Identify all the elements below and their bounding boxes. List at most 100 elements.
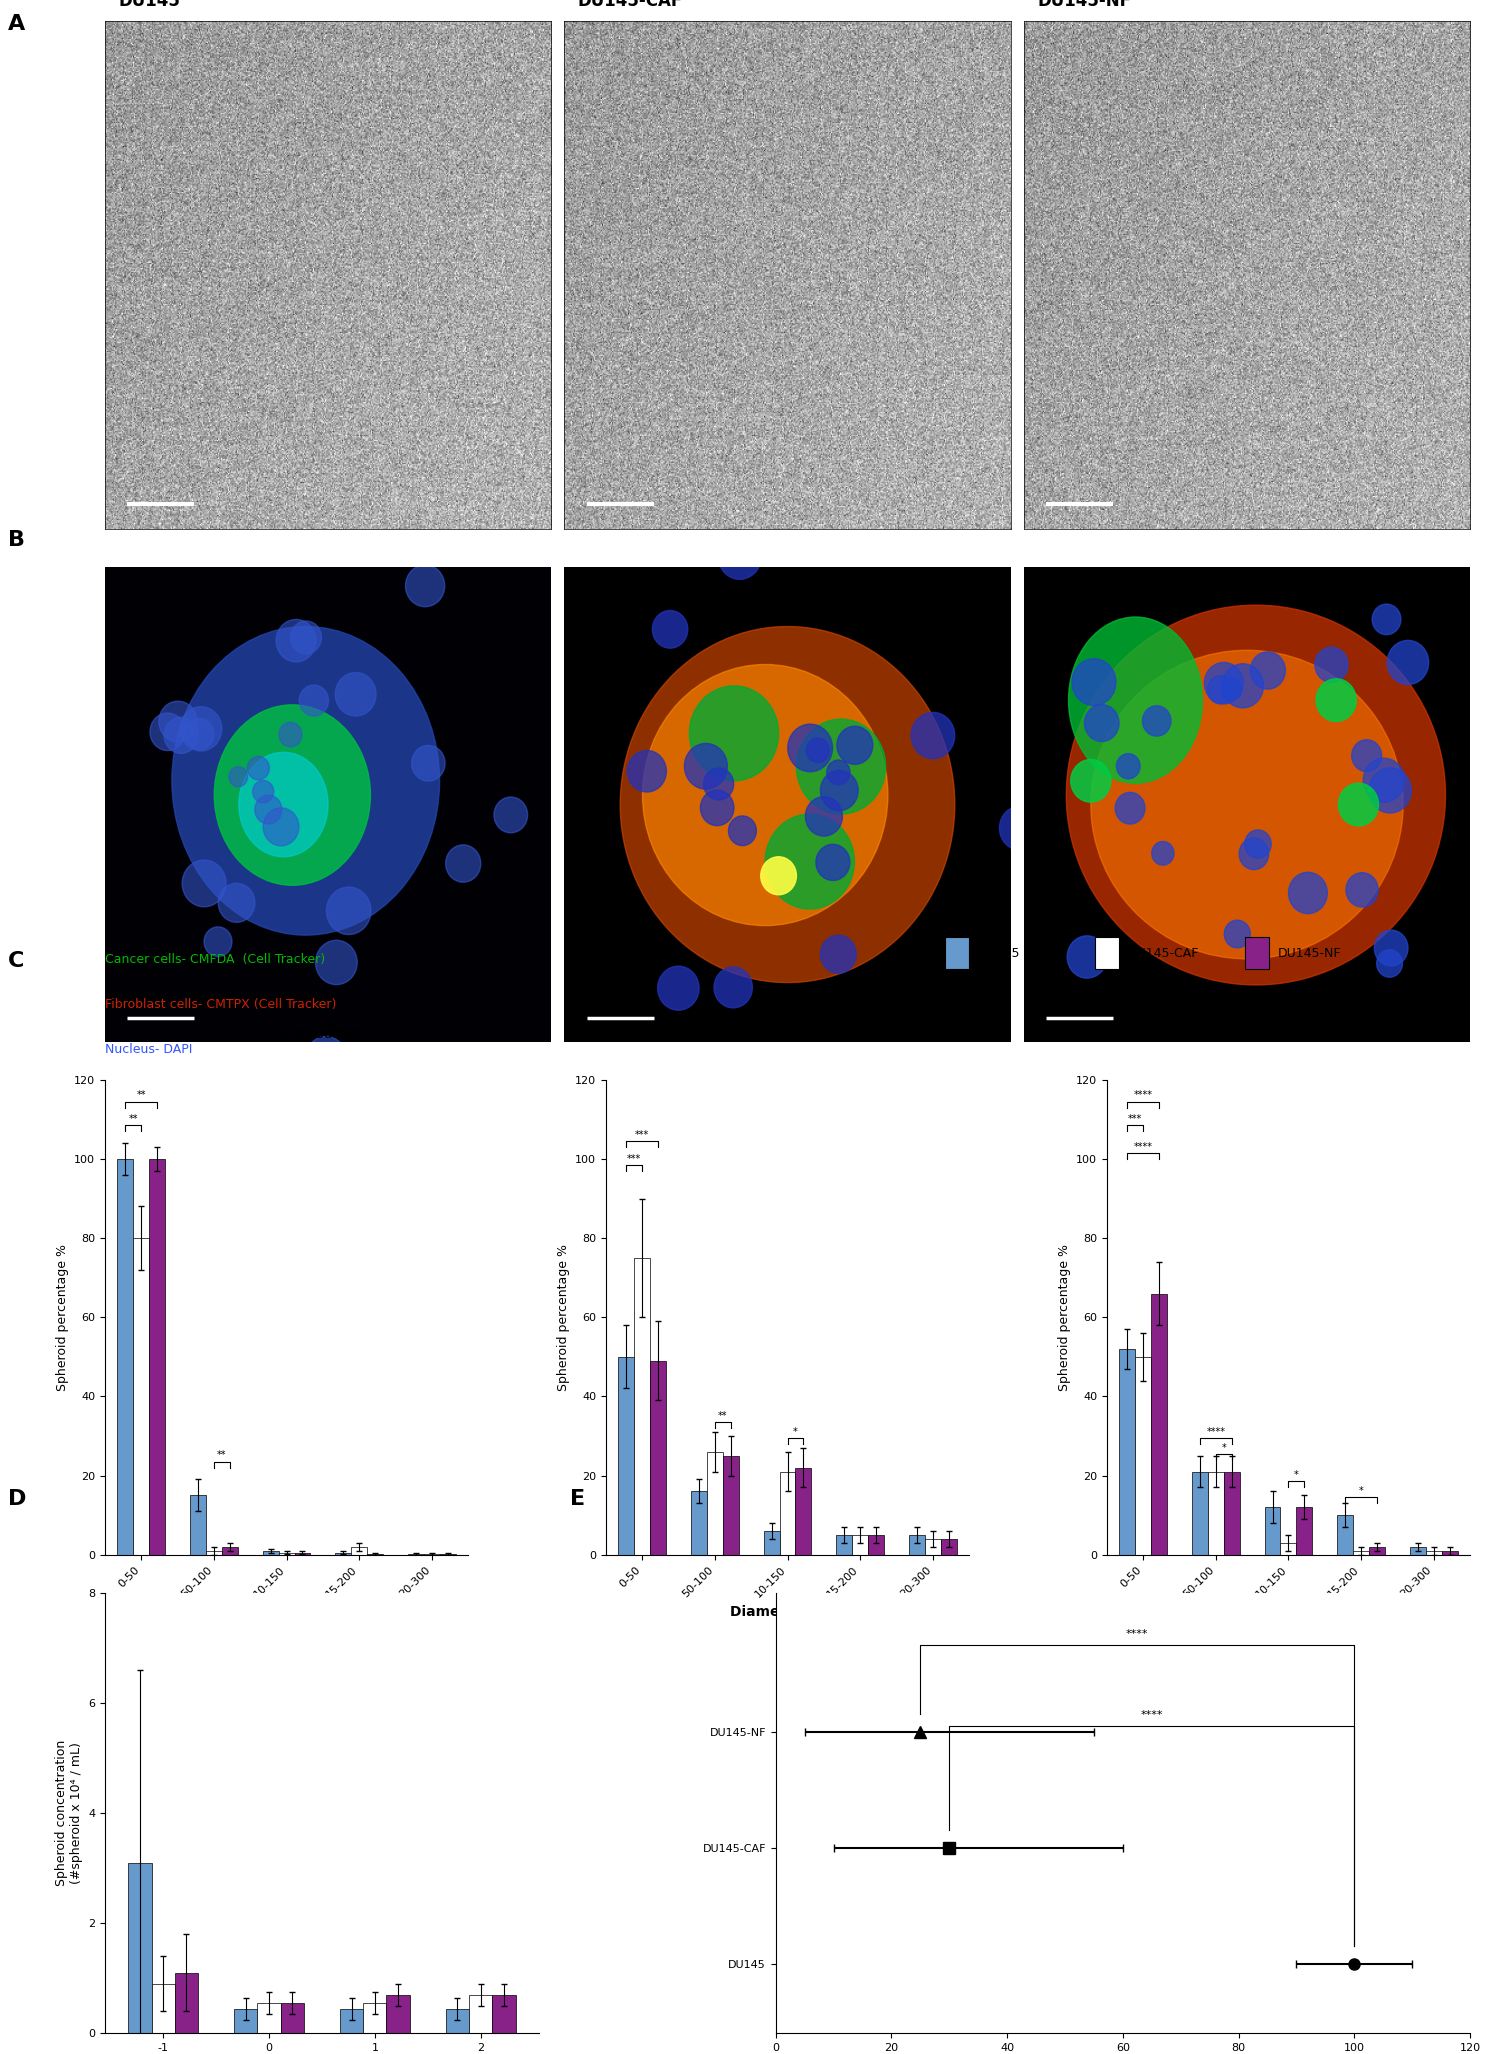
Text: **: ** (217, 1450, 226, 1460)
Bar (117, 1158, 134, 1555)
Bar (1296, 1508, 1312, 1555)
Circle shape (252, 781, 273, 803)
Text: B: B (8, 530, 24, 550)
Bar (222, 1547, 238, 1555)
Circle shape (1374, 930, 1408, 965)
Bar (836, 1534, 852, 1555)
Bar (1370, 1547, 1384, 1555)
Bar (1425, 1551, 1442, 1555)
Circle shape (827, 760, 850, 785)
Circle shape (714, 967, 753, 1009)
Circle shape (806, 797, 843, 836)
Text: ****: **** (1126, 1629, 1149, 1639)
X-axis label: Diameter (μm): Diameter (μm) (730, 1604, 844, 1619)
Circle shape (788, 725, 832, 772)
Circle shape (315, 941, 357, 984)
Bar (1119, 1349, 1136, 1555)
Bar (492, 1994, 516, 2033)
Circle shape (1251, 651, 1286, 688)
Circle shape (276, 620, 316, 661)
X-axis label: Diameter (μm): Diameter (μm) (1232, 1604, 1346, 1619)
Circle shape (910, 713, 954, 758)
Text: ****: **** (1134, 1091, 1154, 1101)
Circle shape (700, 791, 734, 826)
Circle shape (164, 717, 198, 754)
Circle shape (150, 713, 184, 750)
Circle shape (0, 764, 8, 805)
Circle shape (1377, 949, 1402, 978)
Text: *: * (794, 1428, 798, 1436)
Bar (387, 1994, 410, 2033)
Circle shape (300, 686, 328, 717)
Text: A: A (8, 14, 24, 35)
Circle shape (760, 857, 796, 896)
Bar (723, 1456, 740, 1555)
Circle shape (765, 813, 855, 910)
Bar (363, 2003, 387, 2033)
Bar (176, 1972, 198, 2033)
Bar (1192, 1471, 1208, 1555)
Title: 0 hr Culture: 0 hr Culture (282, 1027, 364, 1041)
Circle shape (821, 935, 856, 974)
Circle shape (411, 746, 446, 781)
Circle shape (159, 700, 196, 741)
Circle shape (338, 1093, 370, 1128)
Bar (1442, 1551, 1458, 1555)
Text: *: * (1294, 1471, 1299, 1481)
Circle shape (230, 766, 248, 787)
Title: 48 hr Culture: 48 hr Culture (1280, 1027, 1371, 1041)
Circle shape (1066, 937, 1107, 978)
Circle shape (704, 768, 734, 799)
Bar (692, 1491, 706, 1555)
Circle shape (1338, 783, 1378, 826)
Y-axis label: Spheroid percentage %: Spheroid percentage % (56, 1245, 69, 1391)
Circle shape (248, 756, 270, 781)
Circle shape (184, 719, 214, 750)
Circle shape (1388, 641, 1428, 684)
Bar (258, 2003, 280, 2033)
Bar (446, 2009, 470, 2033)
Circle shape (262, 807, 298, 846)
Bar (1136, 1358, 1152, 1555)
Circle shape (1084, 705, 1119, 741)
Bar (206, 1551, 222, 1555)
Text: DU145-NF: DU145-NF (1278, 947, 1341, 959)
Bar (1224, 1471, 1240, 1555)
Circle shape (1245, 830, 1270, 859)
Bar (1281, 1543, 1296, 1555)
Circle shape (1372, 604, 1401, 635)
Bar (1336, 1516, 1353, 1555)
Bar (340, 2009, 363, 2033)
Text: DU145-CAF: DU145-CAF (578, 0, 682, 10)
Circle shape (1222, 663, 1263, 709)
Circle shape (1364, 758, 1404, 803)
Circle shape (180, 707, 222, 752)
Text: **: ** (129, 1113, 138, 1124)
Circle shape (1239, 838, 1269, 869)
Ellipse shape (1066, 606, 1446, 986)
Bar (134, 1239, 150, 1555)
Ellipse shape (1090, 651, 1402, 959)
Circle shape (1114, 793, 1144, 824)
Bar (470, 1994, 492, 2033)
Bar (262, 1551, 279, 1555)
Circle shape (201, 503, 238, 544)
Text: ***: *** (1128, 1113, 1143, 1124)
Circle shape (999, 805, 1041, 850)
Text: *: * (1359, 1487, 1364, 1495)
Bar (1410, 1547, 1425, 1555)
Bar (1264, 1508, 1281, 1555)
Circle shape (1352, 739, 1382, 772)
Circle shape (796, 719, 885, 813)
Text: E: E (570, 1489, 585, 1510)
Circle shape (816, 844, 850, 881)
Bar (764, 1530, 780, 1555)
Y-axis label: Spheroid percentage %: Spheroid percentage % (556, 1245, 570, 1391)
Circle shape (821, 770, 858, 811)
Bar (634, 1257, 651, 1555)
Text: C: C (8, 951, 24, 972)
Circle shape (446, 844, 482, 883)
Circle shape (729, 815, 756, 846)
Circle shape (807, 737, 830, 762)
Ellipse shape (238, 752, 328, 857)
